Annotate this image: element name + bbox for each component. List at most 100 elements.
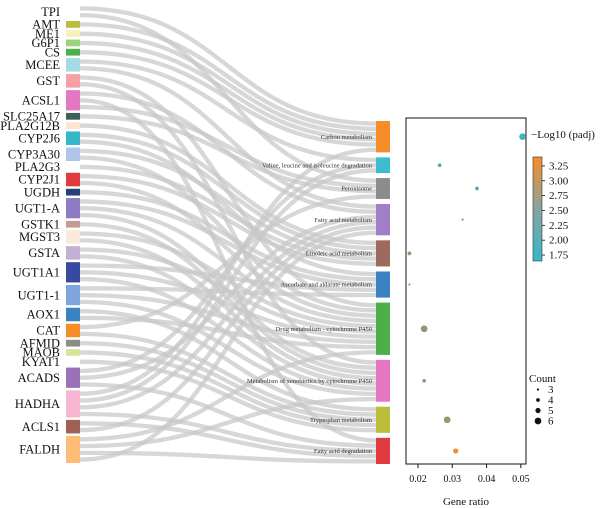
sankey-link-54 bbox=[79, 396, 377, 449]
dot-point bbox=[519, 133, 526, 141]
gene-node-acls1 bbox=[66, 419, 80, 434]
dot-point bbox=[420, 325, 428, 333]
pathway-label: Peroxisome bbox=[341, 186, 372, 193]
sankey-link-42 bbox=[79, 350, 377, 428]
gene-node-cat bbox=[66, 323, 80, 338]
gene-label: ME1 bbox=[35, 27, 60, 41]
size-legend-label: 5 bbox=[548, 405, 554, 417]
gene-label: AFMID bbox=[20, 336, 60, 350]
gene-label: CYP2J1 bbox=[18, 173, 60, 187]
pathway-node bbox=[376, 121, 390, 153]
sankey-link-21 bbox=[79, 180, 377, 318]
gene-label: PLA2G3 bbox=[15, 160, 60, 174]
sankey-link-56 bbox=[79, 230, 377, 462]
gene-label: SLC25A17 bbox=[3, 110, 60, 124]
gene-label: CS bbox=[45, 45, 60, 59]
sankey-link-31 bbox=[79, 263, 377, 292]
sankey-link-49 bbox=[79, 220, 377, 410]
pathway-node bbox=[376, 203, 390, 236]
dot-point bbox=[475, 186, 479, 191]
dotplot-points bbox=[407, 133, 526, 454]
size-legend-label: 6 bbox=[548, 416, 554, 428]
pathway-label: Ascorbate and aldarate metabolism bbox=[280, 282, 372, 289]
sankey-link-23 bbox=[79, 199, 377, 287]
gene-label: TPI bbox=[41, 5, 60, 19]
pathway-node bbox=[376, 302, 390, 355]
gene-node-mgst3 bbox=[66, 230, 80, 244]
gene-node-cyp3a30 bbox=[66, 147, 80, 161]
dot-point bbox=[461, 218, 464, 221]
colorbar-tick-label: 2.75 bbox=[549, 190, 569, 202]
sankey-link-37 bbox=[79, 308, 377, 412]
gene-label: UGT1A1 bbox=[13, 266, 60, 280]
gene-node-pla2g12b bbox=[66, 122, 80, 129]
sankey-link-0 bbox=[79, 6, 377, 126]
colorbar-tick-label: 1.75 bbox=[549, 250, 569, 262]
sankey-link-7 bbox=[79, 66, 377, 209]
gene-label: G6P1 bbox=[32, 36, 60, 50]
sankey-link-32 bbox=[79, 270, 377, 339]
pathway-label: Fatty acid degradation bbox=[314, 448, 373, 455]
sankey-link-28 bbox=[79, 238, 377, 381]
gene-label: ACSL1 bbox=[22, 93, 60, 107]
gene-label: MCEE bbox=[25, 58, 60, 72]
gene-nodes: TPIAMTME1G6P1CSMCEEGSTACSL1SLC25A17PLA2G… bbox=[0, 5, 80, 463]
sankey-link-1 bbox=[79, 22, 377, 131]
pathway-label: Carbon metabolism bbox=[321, 134, 372, 141]
size-legend-dot bbox=[535, 407, 541, 414]
gene-label: MAOB bbox=[22, 346, 60, 360]
sankey-link-51 bbox=[79, 421, 377, 459]
x-tick-label: 0.03 bbox=[444, 474, 462, 485]
gene-node-ugt1a1 bbox=[66, 262, 80, 283]
gene-label: KYAT1 bbox=[22, 355, 60, 369]
dot-point bbox=[437, 163, 442, 168]
gene-label: UGT1-1 bbox=[18, 288, 60, 302]
gene-node-cyp2j1 bbox=[66, 172, 80, 187]
gene-label: UGT1-A bbox=[15, 201, 60, 215]
x-tick-label: 0.04 bbox=[478, 474, 496, 485]
sankey-link-2 bbox=[79, 31, 377, 137]
dot-point bbox=[407, 251, 412, 256]
sankey-link-39 bbox=[79, 194, 377, 330]
x-tick-label: 0.02 bbox=[409, 474, 427, 485]
sankey-link-48 bbox=[79, 168, 377, 403]
size-legend-label: 4 bbox=[548, 395, 554, 407]
gene-node-cs bbox=[66, 48, 80, 56]
gene-node-g6p1 bbox=[66, 39, 80, 47]
sankey-link-19 bbox=[79, 164, 377, 261]
gene-label: HADHA bbox=[15, 397, 60, 411]
pathway-label: Linoleic acid metabolism bbox=[306, 251, 372, 258]
sankey-link-53 bbox=[79, 350, 377, 442]
pathway-label: Metabolism of xenobiotics by cytochrome … bbox=[247, 378, 372, 385]
gene-node-ugdh bbox=[66, 188, 80, 196]
gene-node-acads bbox=[66, 367, 80, 388]
gene-label: CYP3A30 bbox=[8, 147, 60, 161]
gene-label: GST bbox=[36, 74, 60, 88]
gene-label: GSTK1 bbox=[21, 217, 60, 231]
gene-label: CYP2J6 bbox=[18, 131, 60, 145]
pathway-node bbox=[376, 406, 390, 433]
sankey-link-35 bbox=[79, 292, 377, 344]
gene-node-slc25a17 bbox=[66, 112, 80, 120]
gene-label: ACLS1 bbox=[22, 420, 60, 434]
gene-label: AOX1 bbox=[27, 308, 60, 322]
gene-node-kyat1 bbox=[66, 358, 80, 366]
gene-node-pla2g3 bbox=[66, 163, 80, 171]
pathway-node bbox=[376, 359, 390, 402]
size-legend-dot bbox=[536, 398, 540, 402]
size-legend-label: 3 bbox=[548, 384, 554, 396]
size-legend-title: Count bbox=[529, 373, 556, 385]
sankey-link-3 bbox=[79, 40, 377, 142]
colorbar-tick-label: 3.25 bbox=[549, 160, 569, 172]
pathway-label: Tryptophan metabolism bbox=[310, 417, 372, 424]
gene-node-gsta bbox=[66, 246, 80, 260]
sankey-link-45 bbox=[79, 214, 377, 380]
gene-node-aox1 bbox=[66, 307, 80, 322]
dot-point bbox=[422, 378, 427, 383]
pathway-node bbox=[376, 157, 390, 174]
sankey-link-50 bbox=[79, 411, 377, 454]
gene-node-faldh bbox=[66, 435, 80, 463]
gene-label: GSTA bbox=[28, 246, 60, 260]
gene-node-mcee bbox=[66, 58, 80, 72]
